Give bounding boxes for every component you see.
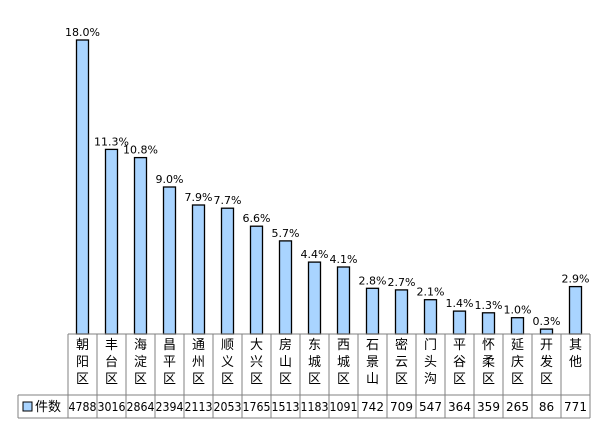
count-cell-7: 1765 [243,400,271,414]
data-label-11: 2.8% [359,274,387,287]
category-label-1: 朝阳区 [76,338,89,387]
count-cell-5: 2113 [185,400,213,414]
count-cell-10: 1091 [330,400,358,414]
data-label-10: 4.1% [330,253,358,266]
category-label-7: 大兴区 [250,338,263,387]
bar-7 [249,225,264,335]
count-cell-2: 3016 [98,400,126,414]
data-label-12: 2.7% [388,276,416,289]
count-cell-18: 771 [564,400,587,414]
bar-1 [75,39,90,335]
count-cell-12: 709 [390,400,413,414]
category-label-6: 顺义区 [221,338,234,387]
count-cell-9: 1183 [301,400,329,414]
count-cell-4: 2394 [156,400,184,414]
legend-label: 件数 [35,400,61,415]
data-label-8: 5.7% [272,227,300,240]
bar-4 [162,186,177,335]
data-label-14: 1.4% [446,297,474,310]
data-label-18: 2.9% [562,273,590,286]
data-label-15: 1.3% [475,299,503,312]
bar-15 [481,312,496,335]
category-label-3: 海淀区 [134,338,147,387]
bar-11 [365,287,380,335]
bar-18 [568,285,583,335]
data-label-9: 4.4% [301,248,329,261]
category-label-4: 昌平区 [163,338,176,387]
data-label-2: 11.3% [94,135,129,148]
bars-layer [75,39,583,335]
category-label-5: 通州区 [192,338,205,387]
bar-5 [191,204,206,335]
data-label-13: 2.1% [417,286,445,299]
data-table: 朝阳区 丰台区 海淀区 昌平区 通州区 顺义区 大兴区 房山区 东城区 西城区 石景山 密云区 门头沟 平… [17,333,591,419]
bar-6 [220,207,235,335]
count-cell-16: 265 [506,400,529,414]
bar-14 [452,310,467,335]
count-cell-1: 4788 [69,400,97,414]
data-label-5: 7.9% [185,191,213,204]
data-label-6: 7.7% [214,194,242,207]
category-label-14: 平谷区 [453,338,466,387]
category-label-13: 门头沟 [424,338,437,387]
bar-9 [307,261,322,335]
bar-12 [394,289,409,335]
bar-3 [133,156,148,335]
count-cell-17: 86 [539,400,554,414]
data-label-16: 1.0% [504,304,532,317]
bar-8 [278,240,293,335]
data-labels-layer: 18.0% 11.3%10.8% 9.0%7.9% 7.7%6.6%5.7%4.4% 4… [65,26,589,328]
count-cell-8: 1513 [272,400,300,414]
bar-17 [539,328,554,335]
category-label-10: 西城区 [337,338,350,387]
category-label-9: 东城区 [308,338,321,387]
count-cell-13: 547 [419,400,442,414]
count-cell-6: 2053 [214,400,242,414]
data-label-4: 9.0% [156,173,184,186]
category-label-11: 石景山 [366,338,379,387]
category-label-16: 延庆区 [511,338,524,387]
data-label-17: 0.3% [533,315,561,328]
data-label-3: 10.8% [123,144,158,157]
count-cell-15: 359 [477,400,500,414]
legend-swatch [22,401,33,412]
bar-16 [510,317,525,335]
category-label-15: 怀柔区 [482,338,495,387]
category-label-12: 密云区 [395,337,408,387]
count-cell-3: 2864 [127,400,155,414]
category-label-2: 丰台区 [105,338,118,387]
bar-2 [104,148,119,335]
bar-13 [423,299,438,335]
count-cell-14: 364 [448,400,471,414]
count-cell-11: 742 [361,400,384,414]
category-label-8: 房山区 [279,337,292,387]
data-label-7: 6.6% [243,212,271,225]
category-label-18: 其他 [569,338,582,370]
data-label-1: 18.0% [65,26,100,39]
category-label-17: 开发区 [540,338,553,387]
bar-10 [336,266,351,335]
